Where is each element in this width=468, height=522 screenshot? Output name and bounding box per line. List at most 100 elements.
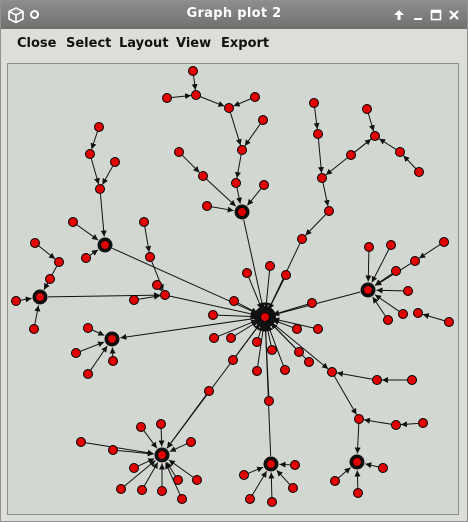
graph-node[interactable] <box>157 420 166 429</box>
graph-node[interactable] <box>353 458 362 467</box>
menu-layout[interactable]: Layout <box>119 36 169 51</box>
graph-node[interactable] <box>140 218 149 227</box>
graph-node[interactable] <box>153 281 162 290</box>
graph-node[interactable] <box>364 286 373 295</box>
graph-node[interactable] <box>210 334 219 343</box>
graph-node[interactable] <box>96 185 105 194</box>
graph-node[interactable] <box>260 181 269 190</box>
menu-view[interactable]: View <box>176 36 211 51</box>
graph-node[interactable] <box>281 366 290 375</box>
graph-node[interactable] <box>396 148 405 157</box>
graph-node[interactable] <box>163 94 172 103</box>
graph-canvas[interactable] <box>7 63 459 515</box>
graph-node[interactable] <box>36 293 45 302</box>
graph-node[interactable] <box>355 415 364 424</box>
graph-node[interactable] <box>365 243 374 252</box>
graph-node[interactable] <box>240 471 249 480</box>
graph-node[interactable] <box>411 257 420 266</box>
graph-node[interactable] <box>55 258 64 267</box>
maximize-icon[interactable] <box>429 8 443 22</box>
graph-node[interactable] <box>238 208 247 217</box>
graph-node[interactable] <box>253 367 262 376</box>
graph-node[interactable] <box>440 238 449 247</box>
graph-node[interactable] <box>445 318 454 327</box>
graph-node[interactable] <box>69 218 78 227</box>
graph-node[interactable] <box>174 476 183 485</box>
graph-node[interactable] <box>175 148 184 157</box>
graph-node[interactable] <box>414 309 423 318</box>
graph-node[interactable] <box>111 158 120 167</box>
graph-node[interactable] <box>305 358 314 367</box>
graph-node[interactable] <box>203 202 212 211</box>
graph-node[interactable] <box>130 296 139 305</box>
graph-node[interactable] <box>225 104 234 113</box>
graph-node[interactable] <box>318 174 327 183</box>
graph-node[interactable] <box>109 446 118 455</box>
graph-node[interactable] <box>371 132 380 141</box>
graph-node[interactable] <box>77 438 86 447</box>
graph-node[interactable] <box>199 172 208 181</box>
graph-node[interactable] <box>314 325 323 334</box>
graph-node[interactable] <box>259 116 268 125</box>
graph-node[interactable] <box>291 461 300 470</box>
move-arrow-icon[interactable] <box>392 8 406 22</box>
graph-node[interactable] <box>31 239 40 248</box>
graph-node[interactable] <box>246 495 255 504</box>
graph-node[interactable] <box>117 485 126 494</box>
graph-node[interactable] <box>419 419 428 428</box>
graph-node[interactable] <box>137 423 146 432</box>
graph-node[interactable] <box>293 325 302 334</box>
graph-node[interactable] <box>178 495 187 504</box>
graph-node[interactable] <box>289 484 298 493</box>
graph-node[interactable] <box>379 464 388 473</box>
graph-node[interactable] <box>130 464 139 473</box>
graph-node[interactable] <box>101 241 110 250</box>
graph-node[interactable] <box>146 253 155 262</box>
graph-node[interactable] <box>189 67 198 76</box>
graph-node[interactable] <box>314 130 323 139</box>
graph-node[interactable] <box>95 123 104 132</box>
graph-node[interactable] <box>230 297 239 306</box>
menu-close[interactable]: Close <box>17 36 56 51</box>
graph-node[interactable] <box>295 348 304 357</box>
graph-plot[interactable] <box>8 64 458 514</box>
graph-node[interactable] <box>158 451 167 460</box>
graph-node[interactable] <box>354 489 363 498</box>
graph-node[interactable] <box>308 299 317 308</box>
graph-node[interactable] <box>138 486 147 495</box>
graph-node[interactable] <box>158 487 167 496</box>
minimize-icon[interactable] <box>411 8 425 22</box>
graph-node[interactable] <box>298 235 307 244</box>
graph-node[interactable] <box>193 476 202 485</box>
graph-node[interactable] <box>363 105 372 114</box>
graph-node[interactable] <box>261 313 270 322</box>
graph-node[interactable] <box>282 271 291 280</box>
graph-node[interactable] <box>399 310 408 319</box>
graph-node[interactable] <box>46 275 55 284</box>
graph-node[interactable] <box>229 356 238 365</box>
graph-node[interactable] <box>373 376 382 385</box>
graph-node[interactable] <box>251 93 260 102</box>
title-bar[interactable]: Graph plot 2 <box>1 1 467 29</box>
graph-node[interactable] <box>209 311 218 320</box>
graph-node[interactable] <box>347 151 356 160</box>
graph-node[interactable] <box>243 269 252 278</box>
graph-node[interactable] <box>325 207 334 216</box>
graph-node[interactable] <box>109 357 118 366</box>
graph-node[interactable] <box>84 324 93 333</box>
graph-node[interactable] <box>265 397 274 406</box>
graph-node[interactable] <box>187 438 196 447</box>
graph-node[interactable] <box>415 168 424 177</box>
menu-select[interactable]: Select <box>66 36 111 51</box>
graph-node[interactable] <box>84 370 93 379</box>
graph-node[interactable] <box>331 477 340 486</box>
graph-node[interactable] <box>86 150 95 159</box>
graph-node[interactable] <box>192 91 201 100</box>
graph-node[interactable] <box>12 297 21 306</box>
graph-node[interactable] <box>205 387 214 396</box>
close-icon[interactable] <box>447 8 461 22</box>
graph-node[interactable] <box>392 421 401 430</box>
graph-node[interactable] <box>30 325 39 334</box>
graph-node[interactable] <box>268 498 277 507</box>
graph-node[interactable] <box>384 316 393 325</box>
